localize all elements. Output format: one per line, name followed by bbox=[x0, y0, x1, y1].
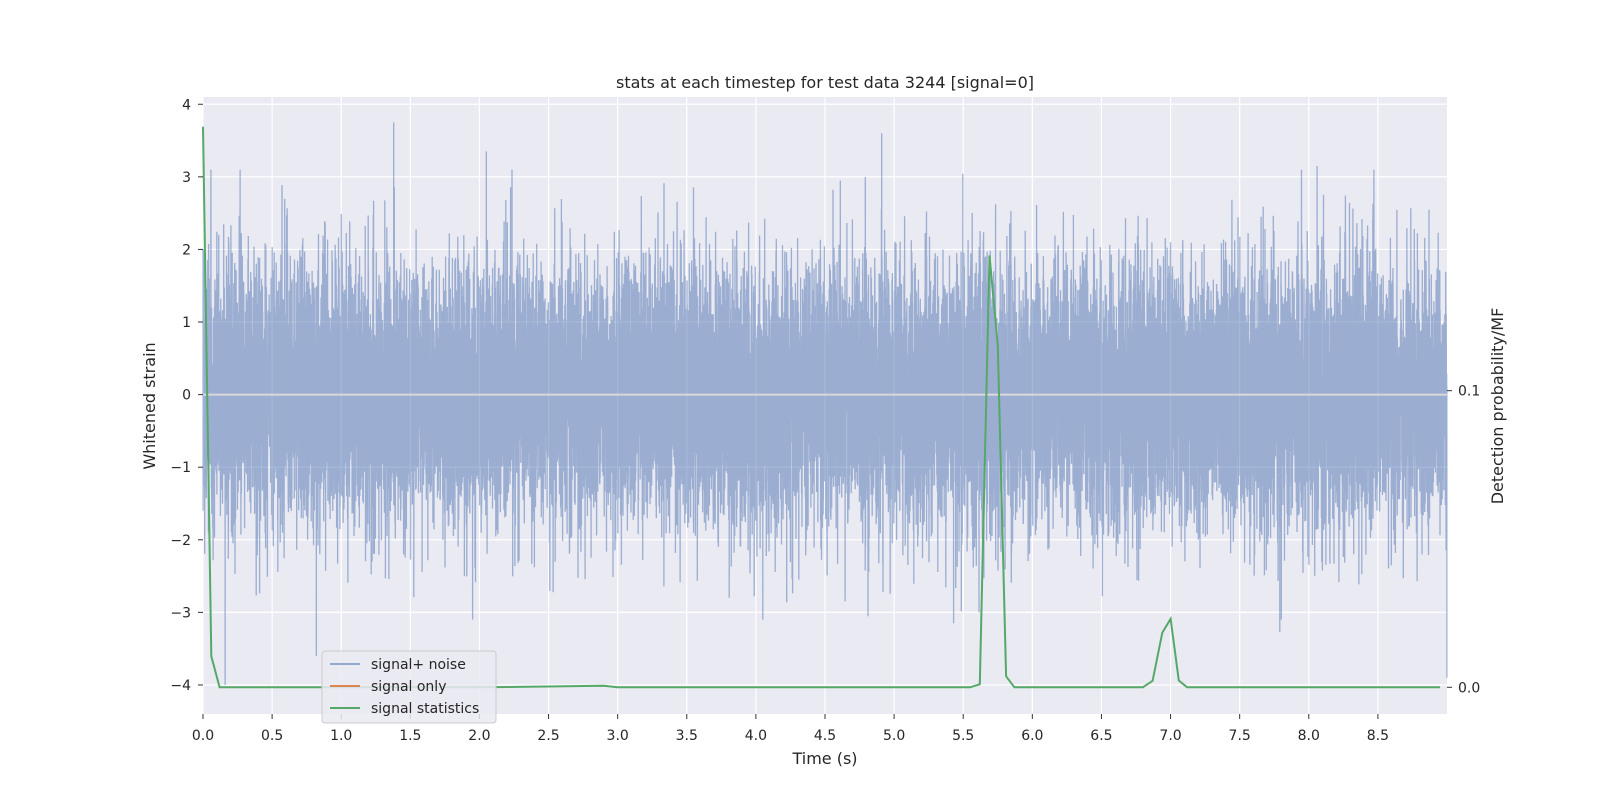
x-tick-label: 8.0 bbox=[1298, 728, 1320, 744]
x-tick-label: 2.5 bbox=[537, 728, 559, 744]
signal-plus-noise-line bbox=[202, 122, 1448, 686]
legend-label-signal-statistics: signal statistics bbox=[371, 701, 479, 717]
y-axis-ticks: −4 −3 −2 −1 0 1 2 3 4 bbox=[170, 97, 203, 694]
x-axis-ticks: 0.0 0.5 1.0 1.5 2.0 2.5 3.0 3.5 4.0 4.5 5.0 5.5 6.0 6… bbox=[192, 714, 1389, 744]
x-tick-label: 7.5 bbox=[1229, 728, 1251, 744]
x-tick-label: 2.0 bbox=[468, 728, 490, 744]
legend: signal+ noise signal only signal statist… bbox=[321, 650, 497, 724]
y-tick-label: −3 bbox=[170, 605, 191, 621]
x-tick-label: 4.0 bbox=[745, 728, 767, 744]
y-tick-label: −2 bbox=[170, 533, 191, 549]
y2-tick-label: 0.1 bbox=[1458, 384, 1480, 400]
y-tick-label: 4 bbox=[182, 97, 191, 113]
x-tick-label: 5.0 bbox=[883, 728, 905, 744]
x-tick-label: 3.5 bbox=[676, 728, 698, 744]
x-tick-label: 1.0 bbox=[330, 728, 352, 744]
legend-label-signal-only: signal only bbox=[371, 679, 446, 695]
chart-title: stats at each timestep for test data 324… bbox=[616, 73, 1034, 92]
x-tick-label: 5.5 bbox=[952, 728, 974, 744]
y-axis-label: Whitened strain bbox=[140, 342, 159, 469]
y-tick-label: 3 bbox=[182, 170, 191, 186]
y2-axis-label: Detection probability/MF bbox=[1488, 308, 1507, 505]
x-tick-label: 0.5 bbox=[261, 728, 283, 744]
y2-axis-ticks: 0.0 0.1 bbox=[1447, 384, 1480, 696]
legend-box bbox=[321, 650, 497, 724]
y-tick-label: 0 bbox=[182, 388, 191, 404]
x-tick-label: 0.0 bbox=[192, 728, 214, 744]
y2-tick-label: 0.0 bbox=[1458, 680, 1480, 696]
x-axis-label: Time (s) bbox=[791, 749, 857, 768]
y-tick-label: 1 bbox=[182, 315, 191, 331]
x-tick-label: 6.5 bbox=[1090, 728, 1112, 744]
y-tick-label: −1 bbox=[170, 460, 191, 476]
x-tick-label: 3.0 bbox=[607, 728, 629, 744]
x-tick-label: 8.5 bbox=[1367, 728, 1389, 744]
x-tick-label: 1.5 bbox=[399, 728, 421, 744]
series-signal-plus-noise bbox=[202, 122, 1448, 686]
y-tick-label: −4 bbox=[170, 678, 191, 694]
x-tick-label: 7.0 bbox=[1159, 728, 1181, 744]
legend-label-signal-plus-noise: signal+ noise bbox=[371, 657, 466, 673]
x-tick-label: 6.0 bbox=[1021, 728, 1043, 744]
y-tick-label: 2 bbox=[182, 242, 191, 258]
x-tick-label: 4.5 bbox=[814, 728, 836, 744]
